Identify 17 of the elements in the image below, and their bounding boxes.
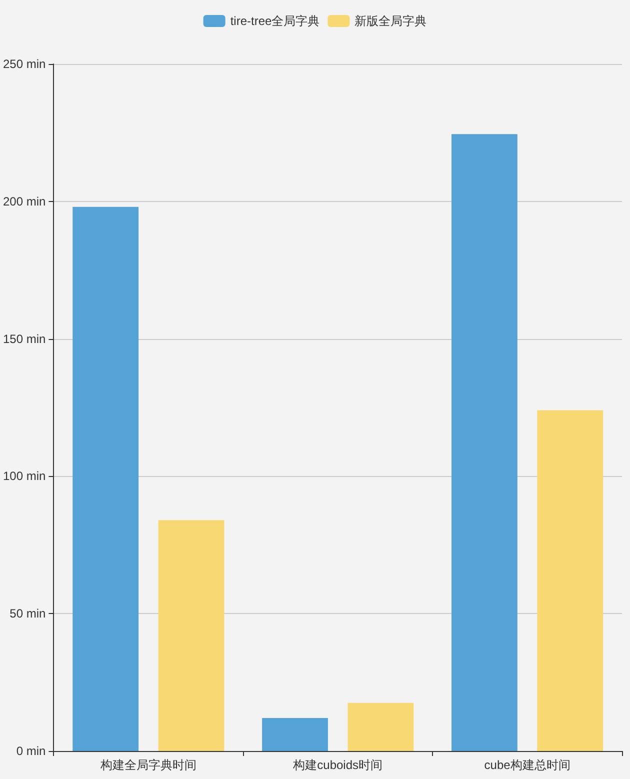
y-tick-label: 250 min (2, 57, 46, 71)
bar (537, 410, 604, 751)
bar (72, 206, 139, 751)
bar (348, 702, 414, 751)
x-tick-label: 构建cuboids时间 (292, 758, 383, 772)
bar (452, 134, 518, 751)
x-tick-label: 构建全局字典时间 (99, 758, 196, 772)
legend-label: 新版全局字典 (354, 14, 427, 28)
y-tick-label: 200 min (2, 194, 46, 208)
y-tick-label: 100 min (2, 469, 46, 484)
legend-label: tire-tree全局字典 (230, 14, 320, 28)
y-tick-label: 0 min (16, 744, 46, 758)
y-tick-label: 50 min (10, 606, 46, 621)
bar (158, 520, 224, 751)
bar (262, 718, 328, 751)
y-tick-label: 150 min (2, 332, 46, 346)
x-tick-label: cube构建总时间 (484, 758, 570, 772)
